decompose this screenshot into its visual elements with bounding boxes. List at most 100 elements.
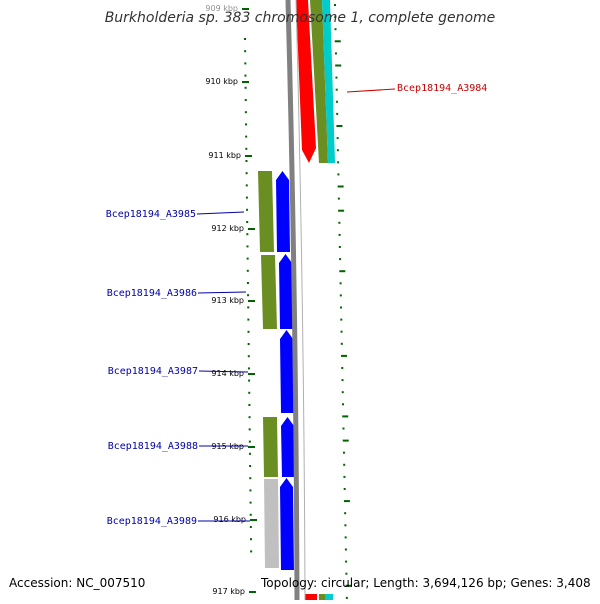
- gc-dot: [338, 209, 345, 212]
- gc-dot: [245, 172, 248, 175]
- gc-dot: [340, 306, 343, 309]
- scale-tick: [245, 155, 252, 157]
- scale-tick-label: 911 kbp: [208, 151, 241, 160]
- gc-dot: [340, 318, 343, 321]
- gc-dot: [334, 16, 337, 19]
- gene-label-leader: [346, 88, 396, 93]
- gc-dot: [341, 391, 344, 394]
- gc-dot: [338, 221, 341, 224]
- gc-dot: [334, 28, 337, 31]
- scale-tick: [249, 591, 256, 593]
- gc-dot: [335, 88, 338, 91]
- cds-fragment: [305, 594, 317, 600]
- gc-dot: [344, 512, 347, 515]
- gc-dot: [343, 488, 346, 490]
- gc-dot: [244, 111, 247, 114]
- gc-dot: [340, 330, 343, 333]
- cog-block-a3986: [261, 255, 277, 329]
- cog-block-a3989: [264, 479, 279, 568]
- gc-dot: [339, 294, 342, 297]
- gene-label: Bcep18194_A3988: [108, 441, 198, 452]
- gc-dot: [338, 233, 341, 236]
- gene-label-leader: [196, 211, 245, 215]
- gene-label: Bcep18194_A3989: [107, 516, 197, 527]
- gc-dot: [344, 548, 347, 551]
- gc-dot: [337, 197, 340, 200]
- gc-dot: [246, 221, 249, 223]
- gc-dot: [244, 38, 246, 40]
- genome-summary-text: Topology: circular; Length: 3,694,126 bp…: [261, 576, 591, 590]
- gc-dot: [334, 40, 341, 43]
- cog-block-a3988: [263, 417, 278, 477]
- gc-dot: [334, 52, 337, 55]
- gc-dot: [337, 161, 340, 164]
- gc-dot: [249, 489, 252, 492]
- gc-dot: [341, 367, 344, 369]
- cds-arrow-a3986: [279, 254, 293, 329]
- gc-dot: [248, 391, 251, 394]
- gc-dot: [247, 294, 250, 297]
- gc-dot: [341, 379, 344, 382]
- feature-tracks: [258, 0, 335, 600]
- gc-dot: [244, 62, 247, 65]
- gc-dot: [344, 524, 347, 527]
- gc-dot: [335, 64, 342, 67]
- gc-dot: [336, 149, 339, 152]
- scale-tick-label: 912 kbp: [211, 224, 244, 233]
- gc-dot: [250, 550, 253, 553]
- scale-tick-label: 909 kbp: [205, 4, 238, 13]
- gc-dot: [244, 86, 247, 89]
- backbone-inner: [295, 0, 306, 601]
- gc-dot: [249, 513, 252, 516]
- gc-dot: [339, 282, 342, 285]
- gc-dot: [246, 257, 249, 260]
- gc-dot: [245, 196, 248, 199]
- scale-tick-label: 913 kbp: [211, 296, 244, 305]
- gc-dot: [345, 584, 352, 587]
- cog-block-a3985: [258, 171, 274, 252]
- gc-dot: [249, 477, 252, 480]
- gc-dot: [343, 463, 346, 466]
- gene-label: Bcep18194_A3984: [397, 83, 487, 94]
- gc-dot: [247, 306, 250, 309]
- gc-dot: [340, 342, 343, 345]
- gc-dot: [334, 4, 336, 6]
- gc-dot: [246, 269, 249, 272]
- gc-dot: [248, 404, 251, 406]
- cds-arrow-a3984: [296, 0, 316, 163]
- gc-dot: [335, 100, 338, 103]
- gc-dot: [249, 465, 252, 467]
- map-title: Burkholderia sp. 383 chromosome 1, compl…: [104, 10, 496, 26]
- cog-fragment-cyan: [325, 594, 333, 600]
- gc-dot: [338, 246, 341, 248]
- gc-dot: [246, 208, 249, 211]
- gc-dot: [344, 536, 347, 539]
- gc-dot: [339, 270, 346, 273]
- scale-tick-label: 910 kbp: [205, 77, 238, 86]
- gc-dot: [244, 74, 247, 77]
- gc-dot: [335, 76, 338, 79]
- scale-tick: [248, 446, 255, 448]
- scale-ticks: 909 kbp 910 kbp 911 kbp 912 kbp 913 kbp 914 k…: [205, 4, 257, 596]
- gc-dot: [250, 538, 253, 541]
- gc-dot: [341, 354, 348, 357]
- gc-dot: [247, 343, 250, 345]
- gc-dot: [345, 572, 348, 575]
- cog-block-a3984-cyan: [322, 0, 335, 163]
- gc-dot: [336, 112, 339, 115]
- gc-dot: [345, 596, 348, 599]
- gc-dot: [249, 501, 252, 504]
- scale-tick: [248, 228, 255, 230]
- scale-tick-label: 914 kbp: [211, 369, 244, 378]
- backbone-outer: [285, 0, 300, 601]
- gc-dot: [244, 99, 247, 101]
- scale-tick-label: 916 kbp: [213, 515, 246, 524]
- gc-dot: [342, 451, 345, 454]
- gc-dot: [337, 173, 340, 176]
- gc-dot: [336, 137, 339, 140]
- gc-dot: [249, 526, 252, 528]
- gc-dot: [245, 135, 248, 138]
- gc-dot: [337, 185, 344, 188]
